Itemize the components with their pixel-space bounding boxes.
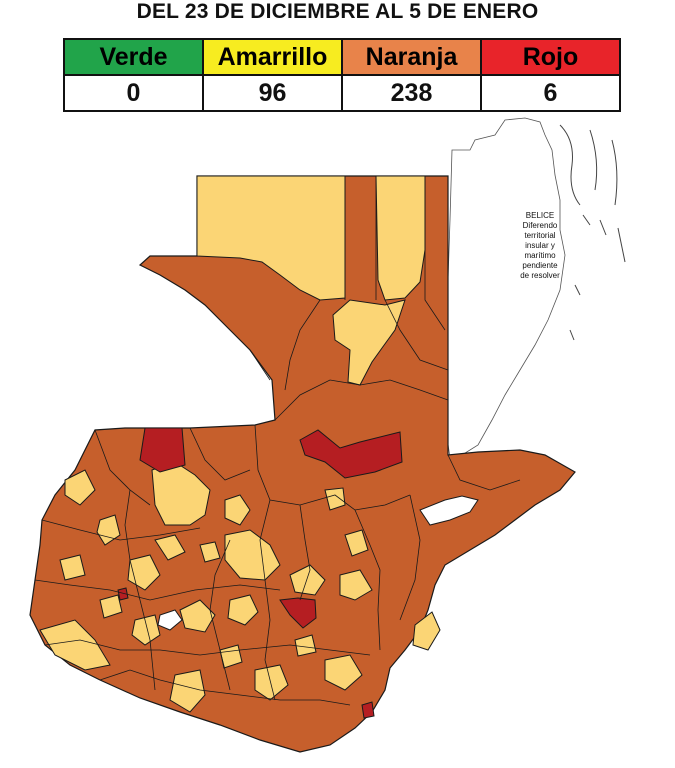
belice-annotation: BELICE Diferendo territorial insular y m… (520, 211, 560, 280)
lake-atitlan (157, 609, 183, 631)
lake-izabal (419, 495, 479, 526)
municipality-borders (34, 176, 521, 706)
legend-verde-label: Verde (63, 38, 204, 76)
legend-verde-count: 0 (63, 74, 204, 112)
legend-count-row: 0 96 238 6 (63, 74, 621, 112)
legend-amarillo-count: 96 (202, 74, 343, 112)
legend-naranja-count: 238 (341, 74, 482, 112)
rojo-municipalities (117, 427, 403, 719)
coast-islands (559, 124, 626, 341)
legend-rojo-label: Rojo (480, 38, 621, 76)
map-title: DEL 23 DE DICIEMBRE AL 5 DE ENERO (136, 0, 539, 23)
amarillo-municipalities (39, 175, 441, 713)
guatemala-municipality-map (29, 117, 626, 753)
legend-label-row: Verde Amarrillo Naranja Rojo (63, 38, 621, 76)
legend-amarillo-label: Amarrillo (202, 38, 343, 76)
legend-naranja-label: Naranja (341, 38, 482, 76)
alert-legend-table: Verde Amarrillo Naranja Rojo 0 96 238 6 (63, 38, 621, 112)
belize-region (445, 117, 566, 459)
legend-rojo-count: 6 (480, 74, 621, 112)
